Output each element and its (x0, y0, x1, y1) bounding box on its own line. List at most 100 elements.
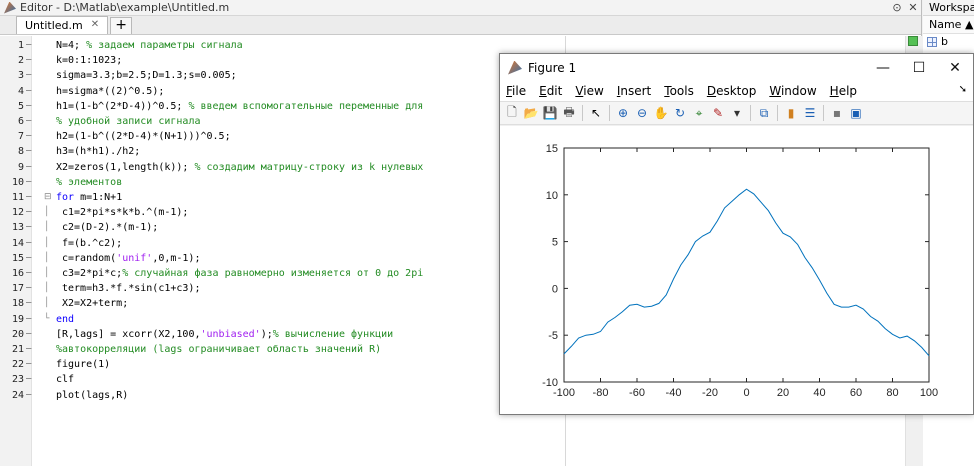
breakpoint-marker[interactable]: – (26, 55, 32, 66)
menu-view[interactable]: View (575, 84, 603, 98)
breakpoint-marker[interactable]: – (26, 85, 32, 96)
menu-tools[interactable]: Tools (664, 84, 694, 98)
toolbar-separator (582, 105, 583, 121)
breakpoint-marker[interactable]: – (26, 116, 32, 126)
breakpoint-marker[interactable]: – (26, 100, 32, 111)
code-area[interactable]: 1– N=4; % задаем параметры сигнала 2– k=0:1… (0, 36, 922, 466)
close-button[interactable]: ✕ (949, 59, 961, 76)
code-line[interactable]: f=(b.^c2); (62, 236, 122, 251)
breakpoint-marker[interactable]: – (26, 344, 32, 354)
breakpoint-marker[interactable]: – (26, 252, 32, 263)
breakpoint-marker[interactable]: – (26, 237, 32, 248)
code-comment: % создадим матрицу-строку из k нулевых (194, 161, 424, 173)
breakpoint-marker[interactable]: – (26, 70, 32, 81)
code-analyzer-status-icon[interactable] (908, 36, 918, 46)
menu-help[interactable]: Help (830, 84, 857, 98)
new-tab-button[interactable]: + (110, 17, 133, 34)
code-line[interactable]: c3=2*pi*c;% случайная фаза равномерно из… (62, 266, 423, 281)
fold-toggle-icon[interactable]: ⊟ (44, 192, 52, 202)
code-line[interactable]: term=h3.*f.*sin(c1+c3); (62, 281, 200, 296)
breakpoint-marker[interactable]: – (26, 389, 32, 400)
breakpoint-marker[interactable]: – (26, 328, 32, 339)
code-line[interactable]: % удобной записи сигнала (56, 114, 201, 129)
code-line[interactable]: h2=(1-b^((2*D-4)*(N+1)))^0.5; (56, 129, 231, 144)
code-line[interactable]: [R,lags] = xcorr(X2,100,'unbiased');% вы… (56, 327, 393, 342)
menu-insert[interactable]: Insert (617, 84, 651, 98)
minimize-button[interactable]: — (876, 59, 890, 76)
breakpoint-marker[interactable]: – (26, 40, 32, 50)
workspace-name-header[interactable]: Name ▲ (923, 16, 974, 34)
code-line[interactable]: h3=(h*h1)./h2; (56, 144, 140, 159)
code-text: X2=zeros(1,length(k)); (56, 161, 195, 173)
line-number: 6 (17, 116, 24, 127)
save-icon[interactable]: 💾 (542, 106, 558, 120)
code-line[interactable]: for m=1:N+1 (56, 190, 122, 205)
code-line[interactable]: clf (56, 372, 74, 387)
editor-close-icon[interactable]: ✕ (908, 1, 918, 14)
plot-area[interactable]: -100 -80 -60 -40 -20 0 20 40 60 80 100 -10 -5 0 5 10 15 (500, 126, 973, 414)
line-chart[interactable]: -100 -80 -60 -40 -20 0 20 40 60 80 100 -10 -5 0 5 10 15 (500, 126, 973, 414)
dropdown-icon[interactable]: ▾ (733, 106, 741, 120)
breakpoint-marker[interactable]: – (26, 161, 32, 172)
code-line[interactable]: c=random('unif',0,m-1); (62, 251, 200, 266)
maximize-button[interactable]: ☐ (912, 59, 926, 76)
code-line[interactable]: N=4; % задаем параметры сигнала (56, 38, 243, 53)
code-line[interactable]: k=0:1:1023; (56, 53, 122, 68)
print-icon[interactable]: 🖶 (563, 104, 575, 119)
legend-icon[interactable]: ☰ (804, 106, 816, 120)
code-line[interactable]: figure(1) (56, 357, 110, 372)
pan-icon[interactable]: ✋ (653, 106, 669, 120)
rotate-icon[interactable]: ↻ (674, 106, 686, 120)
code-text: term=h3.*f.*sin(c1+c3); (62, 283, 201, 295)
menu-desktop[interactable]: Desktop (707, 84, 757, 98)
tab-untitled[interactable]: Untitled.m ✕ (16, 16, 109, 34)
code-line[interactable]: h=sigma*((2)^0.5); (56, 84, 164, 99)
breakpoint-marker[interactable]: – (26, 359, 32, 370)
dock-arrow-icon[interactable]: ➘ (958, 84, 967, 95)
code-line[interactable]: h1=(1-b^(2*D-4))^0.5; % введем вспомогат… (56, 99, 423, 114)
link-plot-icon[interactable]: ⧉ (759, 105, 769, 120)
breakpoint-marker[interactable]: – (26, 146, 32, 157)
hide-plot-tools-icon[interactable]: ▪ (832, 106, 842, 120)
breakpoint-marker[interactable]: – (26, 298, 32, 309)
show-plot-tools-icon[interactable]: ▣ (850, 106, 862, 120)
colorbar-icon[interactable]: ▮ (787, 106, 795, 120)
zoom-out-icon[interactable]: ⊖ (636, 106, 648, 120)
menu-edit[interactable]: Edit (539, 84, 562, 98)
code-line[interactable]: c1=2*pi*s*k*b.^(m-1); (62, 205, 188, 220)
code-line[interactable]: c2=(D-2).*(m-1); (62, 220, 158, 235)
zoom-in-icon[interactable]: ⊕ (617, 106, 629, 120)
brush-icon[interactable]: ✎ (712, 106, 724, 120)
code-line[interactable]: X2=X2+term; (62, 296, 128, 311)
code-line[interactable]: % элементов (56, 175, 122, 190)
data-cursor-icon[interactable]: ⌖ (695, 105, 703, 120)
open-file-icon[interactable]: 📂 (523, 106, 539, 120)
breakpoint-marker[interactable]: – (26, 283, 32, 294)
breakpoint-marker[interactable]: – (26, 176, 32, 187)
menu-window[interactable]: Window (769, 84, 816, 98)
breakpoint-marker[interactable]: – (26, 192, 32, 202)
tab-close-icon[interactable]: ✕ (90, 19, 100, 30)
axes-box[interactable] (563, 147, 930, 383)
pointer-icon[interactable]: ↖ (590, 106, 602, 120)
code-line[interactable]: %автокорреляции (lags ограничивает облас… (56, 342, 381, 357)
code-comment: % вычисление функции (272, 328, 394, 340)
breakpoint-marker[interactable]: – (26, 131, 32, 142)
code-line[interactable]: plot(lags,R) (56, 388, 128, 403)
workspace-variable-row[interactable]: b (923, 34, 974, 50)
menu-file[interactable]: File (506, 84, 526, 98)
breakpoint-marker[interactable]: – (26, 268, 32, 278)
line-number: 19 (11, 313, 24, 325)
code-line[interactable]: sigma=3.3;b=2.5;D=1.3;s=0.005; (56, 68, 237, 83)
breakpoint-marker[interactable]: – (26, 222, 32, 233)
code-line[interactable]: end (56, 312, 74, 327)
new-figure-icon[interactable]: 🗋 (507, 104, 517, 119)
code-comment: % введем вспомогательные переменные для (188, 100, 424, 112)
breakpoint-marker[interactable]: – (26, 313, 32, 324)
series-line[interactable] (563, 188, 930, 357)
breakpoint-marker[interactable]: – (26, 207, 32, 218)
breakpoint-marker[interactable]: – (26, 374, 32, 385)
editor-actions-icon[interactable]: ⊙ (892, 1, 902, 14)
code-line[interactable]: X2=zeros(1,length(k)); % создадим матриц… (56, 160, 423, 175)
code-comment: % случайная фаза равномерно изменяется о… (122, 268, 424, 279)
